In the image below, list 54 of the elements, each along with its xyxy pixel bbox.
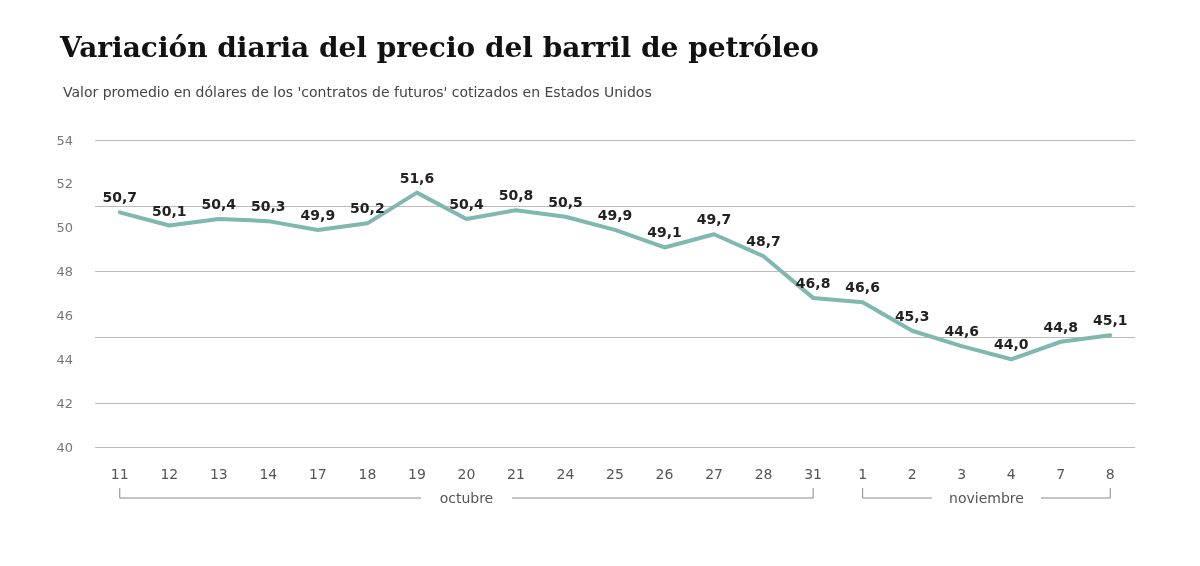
x-tick-label: 17 — [308, 466, 327, 482]
y-tick-label: 40 — [56, 439, 73, 455]
x-tick-label: 20 — [457, 466, 476, 482]
data-label: 48,7 — [746, 233, 781, 250]
text: octubre — [439, 490, 494, 506]
data-label: 50,7 — [102, 189, 138, 206]
data-label: 44,0 — [993, 336, 1029, 353]
x-tick-label: 18 — [358, 466, 377, 482]
y-tick-label: 52 — [56, 176, 73, 192]
x-tick-label: 25 — [606, 466, 624, 482]
x-tick-label: 3 — [957, 466, 967, 482]
data-label: 49,1 — [647, 224, 682, 241]
data-label: 50,1 — [152, 202, 187, 219]
y-tick-label: 48 — [56, 264, 73, 280]
data-label: 46,6 — [845, 279, 880, 296]
data-label: 51,6 — [399, 169, 435, 186]
x-tick-label: 4 — [1006, 466, 1016, 482]
text: noviembre — [949, 490, 1024, 506]
x-tick-label: 19 — [407, 466, 426, 482]
x-tick-label: 11 — [110, 466, 129, 482]
x-tick-label: 12 — [160, 466, 179, 482]
y-tick-label: 46 — [56, 307, 73, 323]
y-tick-label: 42 — [56, 395, 73, 411]
data-label: 50,5 — [548, 193, 583, 210]
data-label: 50,8 — [498, 187, 534, 204]
data-label: 50,3 — [251, 198, 286, 215]
y-tick-label: 50 — [56, 220, 73, 236]
x-tick-label: 7 — [1056, 466, 1066, 482]
x-tick-label: 8 — [1105, 466, 1115, 482]
x-tick-label: 13 — [209, 466, 228, 482]
data-label: 49,9 — [300, 206, 336, 223]
x-tick-label: 27 — [705, 466, 723, 482]
data-label: 50,4 — [201, 195, 237, 212]
data-label: 50,4 — [449, 195, 484, 212]
x-tick-label: 26 — [655, 466, 674, 482]
data-label: 44,8 — [1043, 318, 1078, 335]
x-tick-label: 31 — [804, 466, 823, 482]
data-label: 44,6 — [944, 323, 979, 340]
y-tick-label: 54 — [56, 132, 73, 148]
data-label: 50,2 — [350, 200, 385, 217]
data-label: 45,3 — [894, 307, 930, 324]
chart-subtitle: Valor promedio en dólares de los 'contratos de futuros' cotizados en Estados Unidos — [63, 84, 652, 100]
x-tick-label: 1 — [858, 466, 868, 482]
x-tick-label: 28 — [754, 466, 773, 482]
x-tick-label: 2 — [907, 466, 917, 482]
data-label: 49,9 — [597, 206, 633, 223]
data-label: 49,7 — [696, 211, 732, 228]
chart-title: Variación diaria del precio del barril de petróleo — [59, 30, 820, 64]
y-tick-label: 44 — [56, 351, 73, 367]
x-tick-label: 14 — [259, 466, 278, 482]
x-tick-label: 21 — [507, 466, 525, 482]
x-tick-label: 24 — [556, 466, 575, 482]
data-label: 46,8 — [795, 274, 831, 291]
data-label: 45,1 — [1092, 312, 1128, 329]
